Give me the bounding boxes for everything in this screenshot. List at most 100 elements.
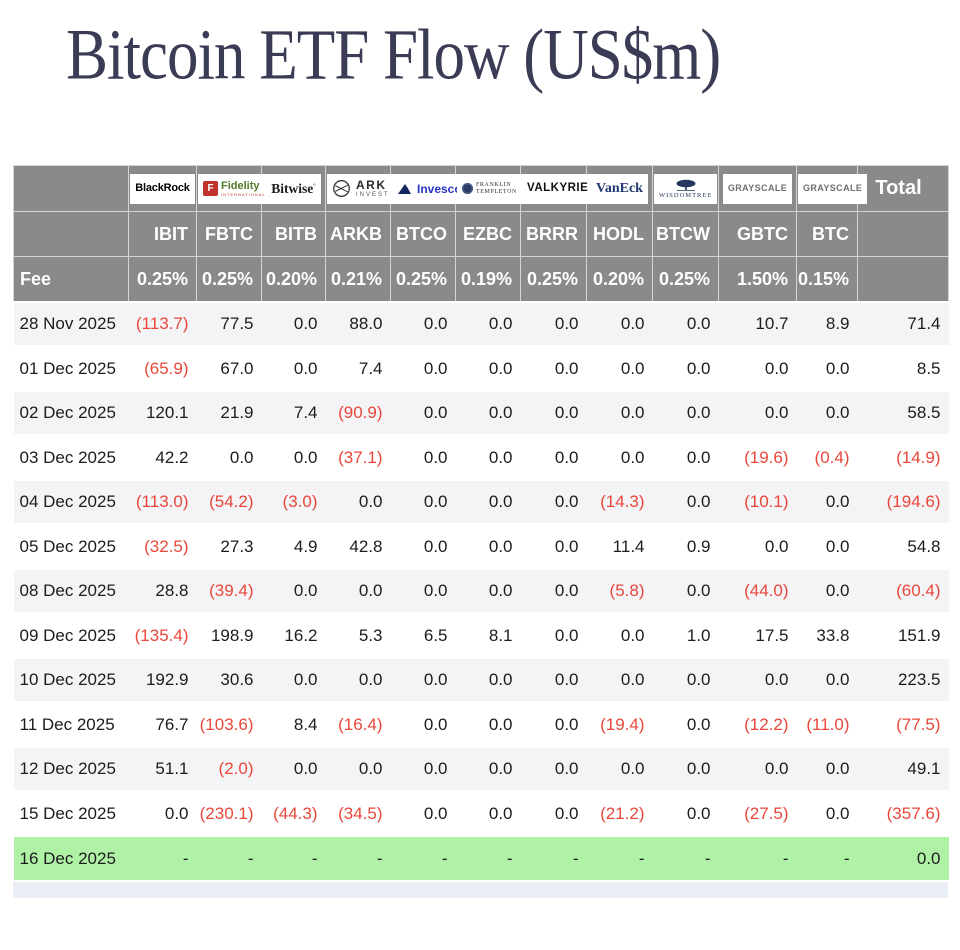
total-cell: 223.5 [897, 670, 941, 690]
date-cell: 10 Dec 2025 [19, 670, 116, 690]
value-cell: 0.0 [229, 447, 254, 467]
fee-cell: 0.21% [325, 256, 391, 303]
value-cell: 0.0 [764, 670, 789, 690]
fee-total-empty [857, 256, 949, 303]
logo-cell: ARK INVEST [325, 165, 395, 213]
value-cell: 0.0 [488, 803, 513, 823]
value-cell: 0.0 [423, 492, 448, 512]
invesco-mountain-icon [398, 184, 411, 195]
table-row: 28 Nov 2025 (113.7) 77.5 0.0 88.0 0.0 0.0 0.0 0.… [13, 301, 949, 347]
ticker-cell: GBTC [718, 211, 797, 258]
fee-cell: 0.25% [128, 256, 197, 303]
ark-invest-logo: ARK INVEST [327, 173, 395, 204]
value-cell: 0.0 [825, 358, 850, 378]
fee-cell: 0.20% [586, 256, 653, 303]
value-cell: 11.4 [612, 536, 645, 556]
value-cell: 0.0 [358, 492, 383, 512]
value-cell: 0.0 [423, 314, 448, 334]
value-cell: 0.0 [620, 670, 645, 690]
value-cell: (3.0) [282, 492, 318, 512]
ticker-cell: FBTC [196, 211, 262, 258]
value-cell: - [441, 848, 448, 868]
value-cell: (135.4) [134, 625, 189, 645]
wisdomtree-logo: WISDOMTREE [654, 173, 718, 204]
value-cell: 0.0 [293, 670, 318, 690]
franklin-templeton-logo: FRANKLIN TEMPLETON [457, 173, 522, 204]
value-cell: 0.0 [358, 670, 383, 690]
value-cell: 0.0 [554, 403, 579, 423]
value-cell: 0.0 [764, 403, 789, 423]
value-cell: 192.9 [145, 670, 189, 690]
value-cell: (39.4) [209, 581, 254, 601]
value-cell: (11.0) [806, 714, 850, 734]
value-cell: 0.0 [293, 759, 318, 779]
value-cell: 0.0 [423, 358, 448, 378]
value-cell: 0.0 [620, 403, 645, 423]
value-cell: 77.5 [220, 314, 254, 334]
value-cell: 0.0 [686, 670, 711, 690]
date-cell: 01 Dec 2025 [19, 358, 116, 378]
value-cell: 0.0 [358, 759, 383, 779]
ticker-cell: BRRR [520, 211, 587, 258]
ticker-cell: HODL [586, 211, 653, 258]
value-cell: (10.1) [744, 492, 789, 512]
fidelity-logo: F Fidelity INTERNATIONAL [198, 173, 271, 204]
ticker-cell: ARKB [325, 211, 391, 258]
value-cell: 30.6 [220, 670, 254, 690]
value-cell: 6.5 [423, 625, 448, 645]
value-cell: 21.9 [220, 403, 254, 423]
fee-cell: 0.25% [520, 256, 587, 303]
value-cell: 0.0 [764, 759, 789, 779]
value-cell: 0.0 [554, 759, 579, 779]
value-cell: 0.0 [620, 447, 645, 467]
value-cell: 0.0 [554, 625, 579, 645]
date-cell: 16 Dec 2025 [19, 848, 116, 868]
value-cell: 0.0 [488, 536, 513, 556]
value-cell: (19.6) [744, 447, 789, 467]
value-cell: 0.0 [825, 803, 850, 823]
value-cell: 16.2 [284, 625, 318, 645]
fee-label: Fee [13, 256, 129, 303]
value-cell: (19.4) [600, 714, 645, 734]
fee-header-row: Fee 0.25% 0.25% 0.20% 0.21% 0.25% 0.19% 0.25% 0.… [13, 256, 949, 303]
value-cell: 0.0 [554, 492, 579, 512]
date-cell: 15 Dec 2025 [19, 803, 116, 823]
value-cell: (34.5) [338, 803, 383, 823]
wisdomtree-tree-icon [676, 179, 696, 191]
value-cell: 0.0 [554, 447, 579, 467]
total-cell: (77.5) [896, 714, 941, 734]
value-cell: 0.0 [293, 358, 318, 378]
value-cell: 88.0 [349, 314, 383, 334]
value-cell: - [376, 848, 383, 868]
value-cell: 0.0 [554, 803, 579, 823]
value-cell: 33.8 [816, 625, 850, 645]
value-cell: 0.0 [488, 492, 513, 512]
total-cell: 151.9 [897, 625, 941, 645]
value-cell: (0.4) [814, 447, 850, 467]
value-cell: 42.2 [155, 447, 189, 467]
value-cell: - [572, 848, 579, 868]
total-cell: (194.6) [886, 492, 941, 512]
value-cell: 8.9 [825, 314, 850, 334]
value-cell: 7.4 [293, 403, 318, 423]
logo-cell: BlackRock [128, 165, 197, 213]
value-cell: 0.0 [423, 803, 448, 823]
value-cell: (44.3) [273, 803, 318, 823]
value-cell: 0.0 [423, 759, 448, 779]
grayscale-logo: GRAYSCALE [722, 173, 793, 204]
value-cell: 198.9 [210, 625, 254, 645]
value-cell: 0.0 [488, 670, 513, 690]
ark-circle-icon [333, 180, 350, 198]
value-cell: 120.1 [145, 403, 189, 423]
fidelity-monogram: F [203, 181, 218, 197]
ticker-cell: BTCW [652, 211, 719, 258]
value-cell: 27.3 [220, 536, 254, 556]
value-cell: (27.5) [744, 803, 789, 823]
date-cell: 11 Dec 2025 [19, 714, 115, 734]
logo-cell: VALKYRIE [520, 165, 594, 213]
logo-header-row: BlackRock F Fidelity INTERNATIONAL Bitwise° A… [13, 165, 949, 213]
total-cell: (14.9) [896, 447, 941, 467]
date-cell: 02 Dec 2025 [19, 403, 116, 423]
value-cell: 0.0 [488, 581, 513, 601]
value-cell: 17.5 [755, 625, 789, 645]
